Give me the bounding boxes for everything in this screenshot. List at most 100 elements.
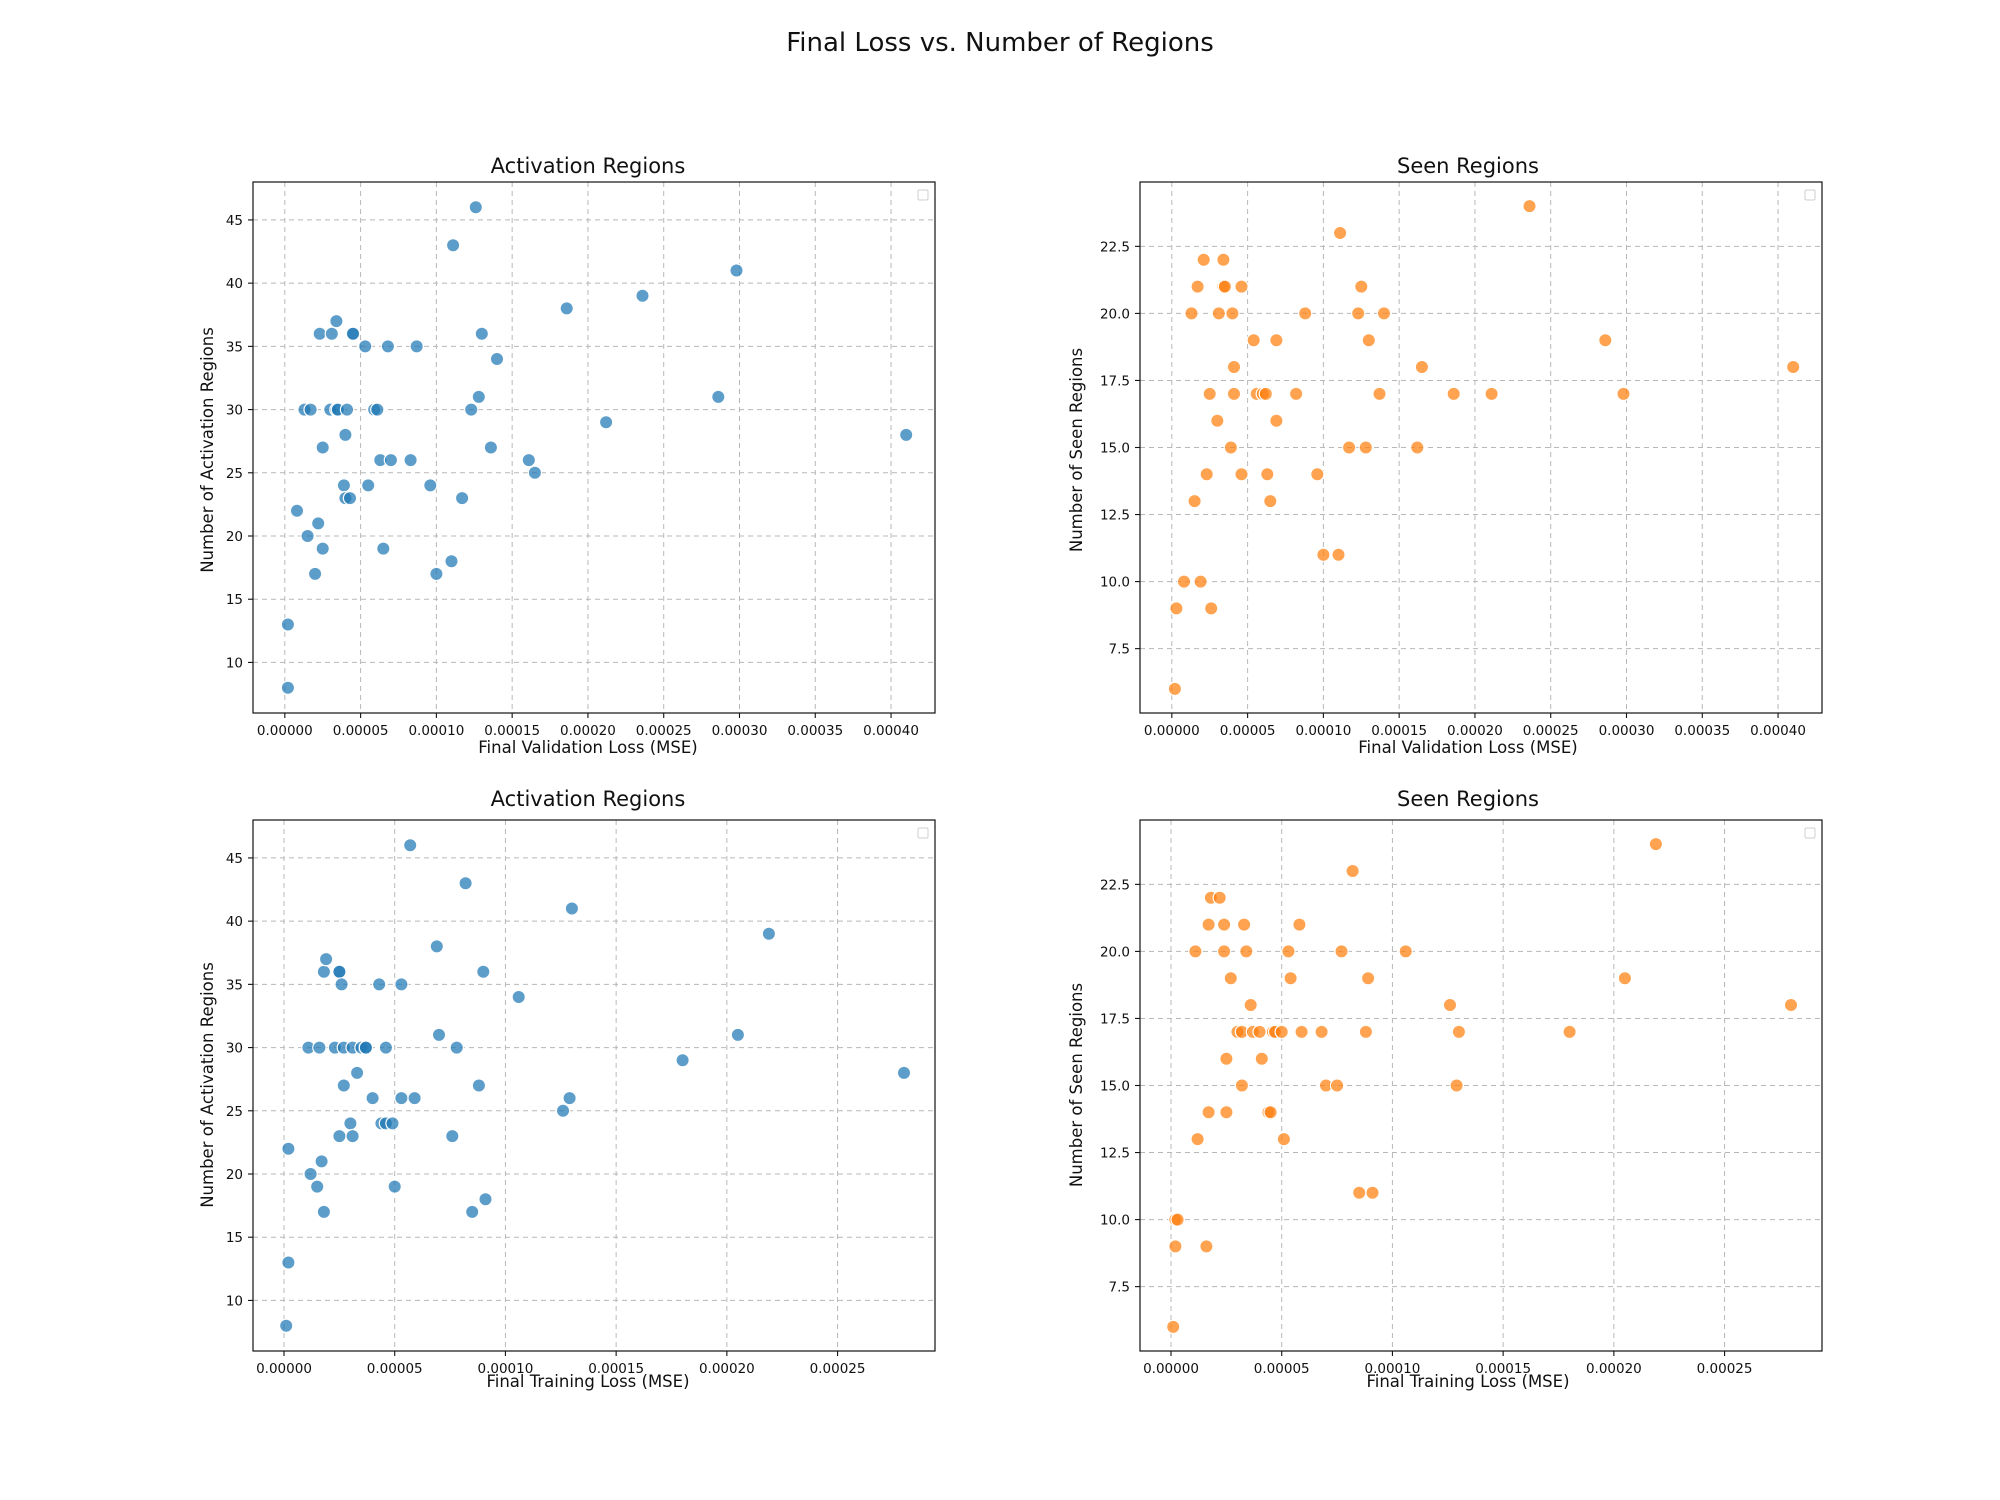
data-point: [600, 416, 613, 429]
data-point: [556, 1104, 569, 1117]
data-point: [1227, 360, 1240, 373]
data-point: [430, 940, 443, 953]
data-point: [1290, 387, 1303, 400]
data-point: [1447, 387, 1460, 400]
data-point: [1171, 1213, 1184, 1226]
data-point: [1293, 918, 1306, 931]
data-point: [1197, 253, 1210, 266]
data-point: [1188, 495, 1201, 508]
data-point: [301, 529, 314, 542]
y-tick-label: 25: [226, 466, 243, 482]
y-tick-label: 7.5: [1109, 1280, 1130, 1296]
data-point: [1212, 307, 1225, 320]
data-point: [472, 390, 485, 403]
data-point: [445, 555, 458, 568]
plot-background: [253, 820, 935, 1351]
data-point: [359, 340, 372, 353]
data-point: [351, 1066, 364, 1079]
data-point: [477, 965, 490, 978]
plot-area: 0.00000 0.00005 0.00010 0.00015 0.00020 0.000…: [1100, 820, 1822, 1377]
data-point: [1240, 945, 1253, 958]
data-point: [404, 839, 417, 852]
panel-title: Activation Regions: [491, 154, 686, 178]
data-point: [1355, 280, 1368, 293]
data-point: [1315, 1025, 1328, 1038]
data-point: [1169, 1240, 1182, 1253]
x-tick-label: 0.00015: [588, 1361, 644, 1377]
data-point: [1523, 200, 1536, 213]
x-tick-label: 0.00010: [408, 723, 464, 739]
data-point: [1299, 307, 1312, 320]
data-point: [282, 1142, 295, 1155]
y-tick-label: 20: [226, 1167, 243, 1183]
x-tick-label: 0.00005: [1254, 1361, 1310, 1377]
y-axis-label: Number of Seen Regions: [1067, 983, 1086, 1187]
data-point: [313, 327, 326, 340]
data-point: [1352, 307, 1365, 320]
data-point: [1332, 548, 1345, 561]
data-point: [490, 352, 503, 365]
data-point: [1335, 945, 1348, 958]
x-tick-label: 0.00005: [367, 1361, 423, 1377]
data-point: [1784, 998, 1797, 1011]
legend-box: [1805, 190, 1815, 200]
data-point: [1264, 495, 1277, 508]
data-point: [424, 479, 437, 492]
x-tick-label: 0.00000: [257, 723, 313, 739]
data-point: [404, 454, 417, 467]
data-point: [340, 403, 353, 416]
data-point: [1649, 838, 1662, 851]
data-point: [1218, 918, 1231, 931]
data-point: [1411, 441, 1424, 454]
data-point: [1331, 1079, 1344, 1092]
data-point: [335, 978, 348, 991]
data-point: [384, 454, 397, 467]
x-tick-label: 0.00020: [1586, 1361, 1642, 1377]
data-point: [1191, 1133, 1204, 1146]
y-axis-label: Number of Seen Regions: [1067, 348, 1086, 552]
y-tick-label: 22.5: [1100, 239, 1130, 255]
data-point: [560, 302, 573, 315]
data-point: [333, 1130, 346, 1143]
data-point: [373, 978, 386, 991]
data-point: [456, 492, 469, 505]
data-point: [320, 953, 333, 966]
y-tick-label: 7.5: [1109, 642, 1130, 658]
data-point: [366, 1092, 379, 1105]
y-tick-label: 20: [226, 529, 243, 545]
data-point: [472, 1079, 485, 1092]
y-tick-label: 22.5: [1100, 877, 1130, 893]
data-point: [1220, 1106, 1233, 1119]
data-point: [484, 441, 497, 454]
data-point: [446, 1130, 459, 1143]
data-point: [304, 403, 317, 416]
y-tick-label: 45: [226, 213, 243, 229]
data-point: [317, 965, 330, 978]
y-tick-label: 15: [226, 592, 243, 608]
data-point: [1359, 441, 1372, 454]
x-tick-label: 0.00035: [787, 723, 843, 739]
data-point: [1399, 945, 1412, 958]
x-tick-label: 0.00030: [712, 723, 768, 739]
data-point: [315, 1155, 328, 1168]
data-point: [1295, 1025, 1308, 1038]
data-point: [1194, 575, 1207, 588]
panel-activation-training: Activation Regions Final Training Loss (…: [198, 787, 935, 1391]
x-tick-label: 0.00005: [333, 723, 389, 739]
plot-area: 0.00000 0.00005 0.00010 0.00015 0.00020 0.000…: [226, 182, 935, 739]
data-point: [1264, 1106, 1277, 1119]
data-point: [730, 264, 743, 277]
data-point: [432, 1028, 445, 1041]
x-tick-label: 0.00010: [1365, 1361, 1421, 1377]
x-tick-label: 0.00015: [1371, 723, 1427, 739]
x-tick-label: 0.00000: [1143, 1361, 1199, 1377]
data-point: [304, 1167, 317, 1180]
panel-seen-validation: Seen Regions Final Validation Loss (MSE)…: [1067, 154, 1822, 757]
data-point: [1202, 1106, 1215, 1119]
data-point: [281, 681, 294, 694]
y-tick-label: 12.5: [1100, 508, 1130, 524]
data-point: [676, 1054, 689, 1067]
data-point: [1452, 1025, 1465, 1038]
data-point: [1284, 972, 1297, 985]
